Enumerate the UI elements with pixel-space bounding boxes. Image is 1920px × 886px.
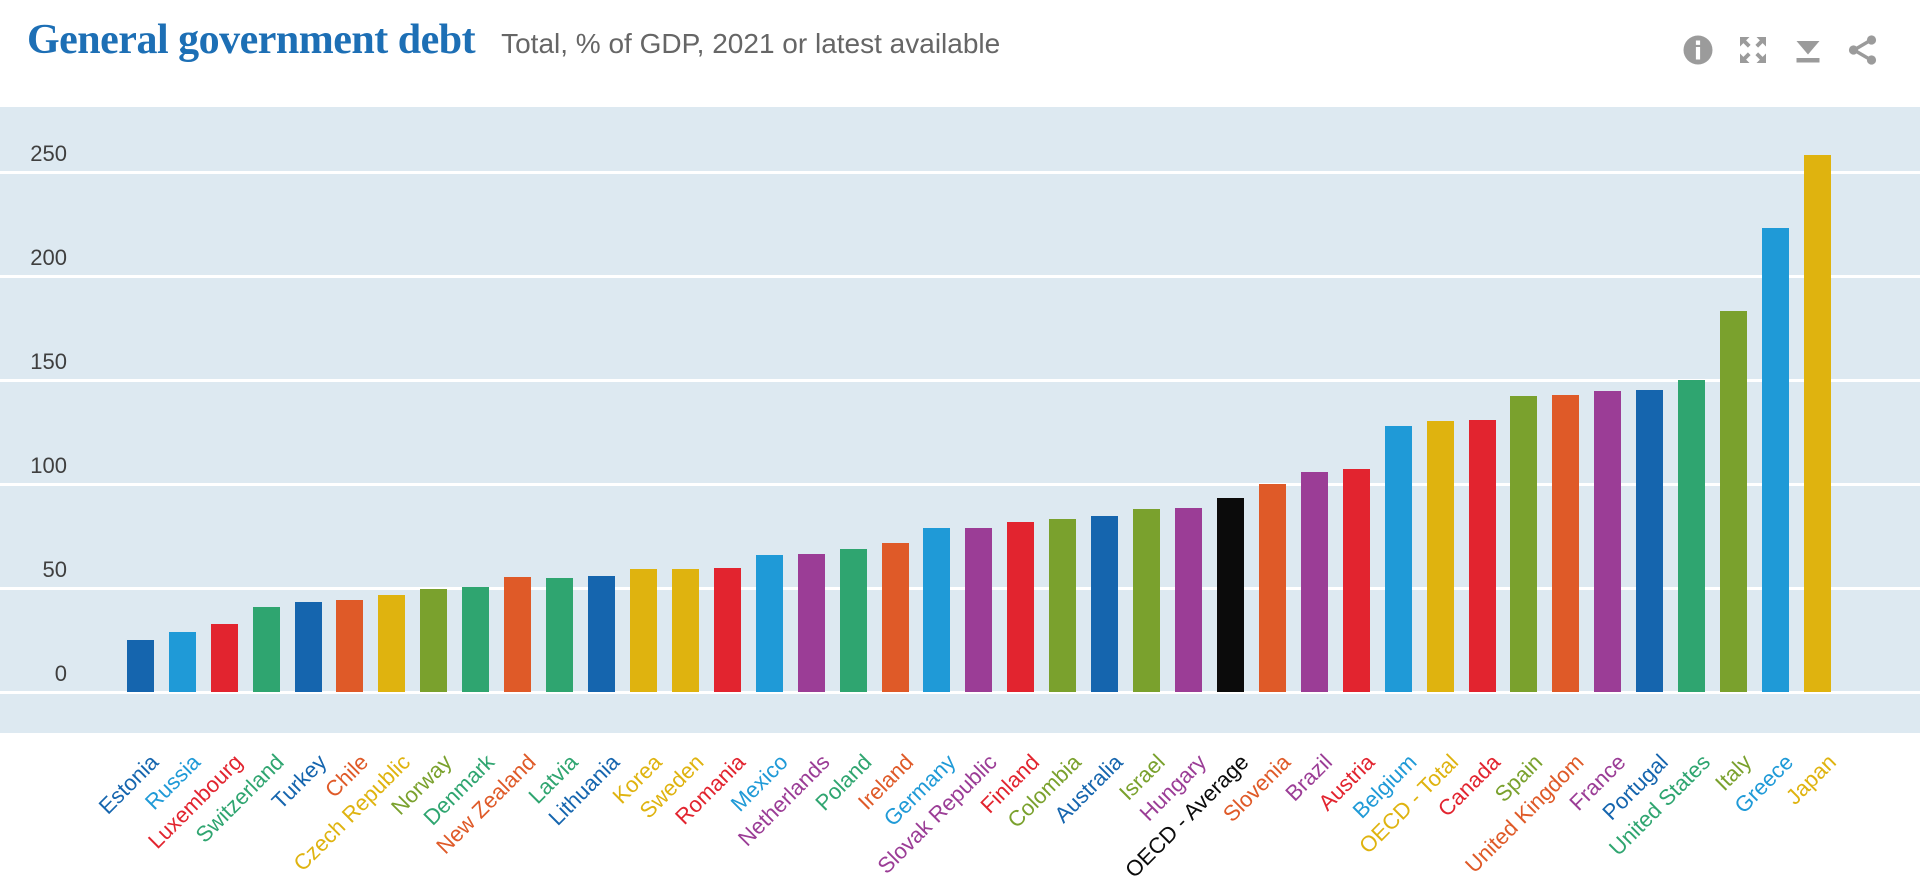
bar-united-kingdom[interactable]: [1552, 395, 1580, 692]
bar-slovak-republic[interactable]: [965, 527, 993, 692]
bar-hungary[interactable]: [1175, 508, 1203, 692]
page-title: General government debt: [27, 17, 476, 63]
bar-new-zealand[interactable]: [504, 577, 532, 692]
y-tick-label-100: 100: [30, 453, 67, 478]
share-icon: [1848, 35, 1877, 65]
gridline-200: [0, 275, 1920, 278]
y-tick-label-50: 50: [42, 557, 67, 582]
gridline-100: [0, 483, 1920, 486]
chart-header: General government debt Total, % of GDP,…: [27, 16, 1000, 64]
bar-lithuania[interactable]: [588, 575, 616, 692]
bar-switzerland[interactable]: [252, 607, 280, 692]
bar-sweden[interactable]: [671, 569, 699, 692]
bar-portugal[interactable]: [1636, 389, 1664, 692]
bar-finland[interactable]: [1007, 522, 1035, 692]
bar-estonia[interactable]: [126, 640, 154, 692]
bar-australia[interactable]: [1091, 515, 1119, 692]
download-icon: [1796, 41, 1820, 63]
bar-turkey[interactable]: [294, 602, 322, 692]
plot-area: [0, 107, 1920, 733]
bar-korea[interactable]: [629, 569, 657, 692]
gridline-0: [0, 691, 1920, 694]
page-subtitle: Total, % of GDP, 2021 or latest availabl…: [501, 28, 1001, 59]
bar-united-states[interactable]: [1678, 380, 1706, 692]
info-button[interactable]: [1681, 33, 1715, 67]
bar-austria[interactable]: [1342, 469, 1370, 692]
bar-romania[interactable]: [713, 567, 741, 692]
bar-oecd-total[interactable]: [1426, 420, 1454, 692]
bar-poland[interactable]: [839, 549, 867, 692]
bar-slovenia[interactable]: [1258, 483, 1286, 692]
bar-russia[interactable]: [168, 632, 196, 692]
y-tick-label-200: 200: [30, 245, 67, 270]
share-button[interactable]: [1846, 33, 1880, 67]
bar-mexico[interactable]: [755, 554, 783, 692]
bar-france[interactable]: [1594, 391, 1622, 692]
y-tick-label-250: 250: [30, 141, 67, 166]
bar-greece[interactable]: [1762, 228, 1790, 692]
info-icon: [1683, 35, 1713, 65]
bar-chile[interactable]: [336, 600, 364, 692]
bar-norway[interactable]: [420, 588, 448, 692]
bar-canada[interactable]: [1468, 419, 1496, 692]
bar-israel[interactable]: [1133, 508, 1161, 692]
gridline-50: [0, 587, 1920, 590]
bar-belgium[interactable]: [1384, 426, 1412, 692]
bar-oecd-average[interactable]: [1216, 497, 1244, 692]
bar-czech-republic[interactable]: [378, 595, 406, 692]
bar-luxembourg[interactable]: [210, 623, 238, 692]
y-tick-label-150: 150: [30, 349, 67, 374]
bar-latvia[interactable]: [546, 577, 574, 692]
bar-colombia[interactable]: [1049, 519, 1077, 692]
chart-toolbar: [1681, 33, 1880, 67]
bar-ireland[interactable]: [881, 542, 909, 692]
bar-germany[interactable]: [923, 528, 951, 692]
bar-brazil[interactable]: [1300, 471, 1328, 692]
bar-spain[interactable]: [1510, 396, 1538, 692]
bar-japan[interactable]: [1804, 155, 1831, 692]
bar-denmark[interactable]: [462, 586, 490, 692]
bar-italy[interactable]: [1720, 311, 1748, 692]
bar-netherlands[interactable]: [797, 554, 825, 692]
fullscreen-button[interactable]: [1736, 33, 1770, 67]
gridline-150: [0, 379, 1920, 382]
fullscreen-icon: [1740, 37, 1766, 63]
y-tick-label-0: 0: [54, 661, 67, 686]
gridline-250: [0, 171, 1920, 174]
download-button[interactable]: [1791, 33, 1825, 67]
